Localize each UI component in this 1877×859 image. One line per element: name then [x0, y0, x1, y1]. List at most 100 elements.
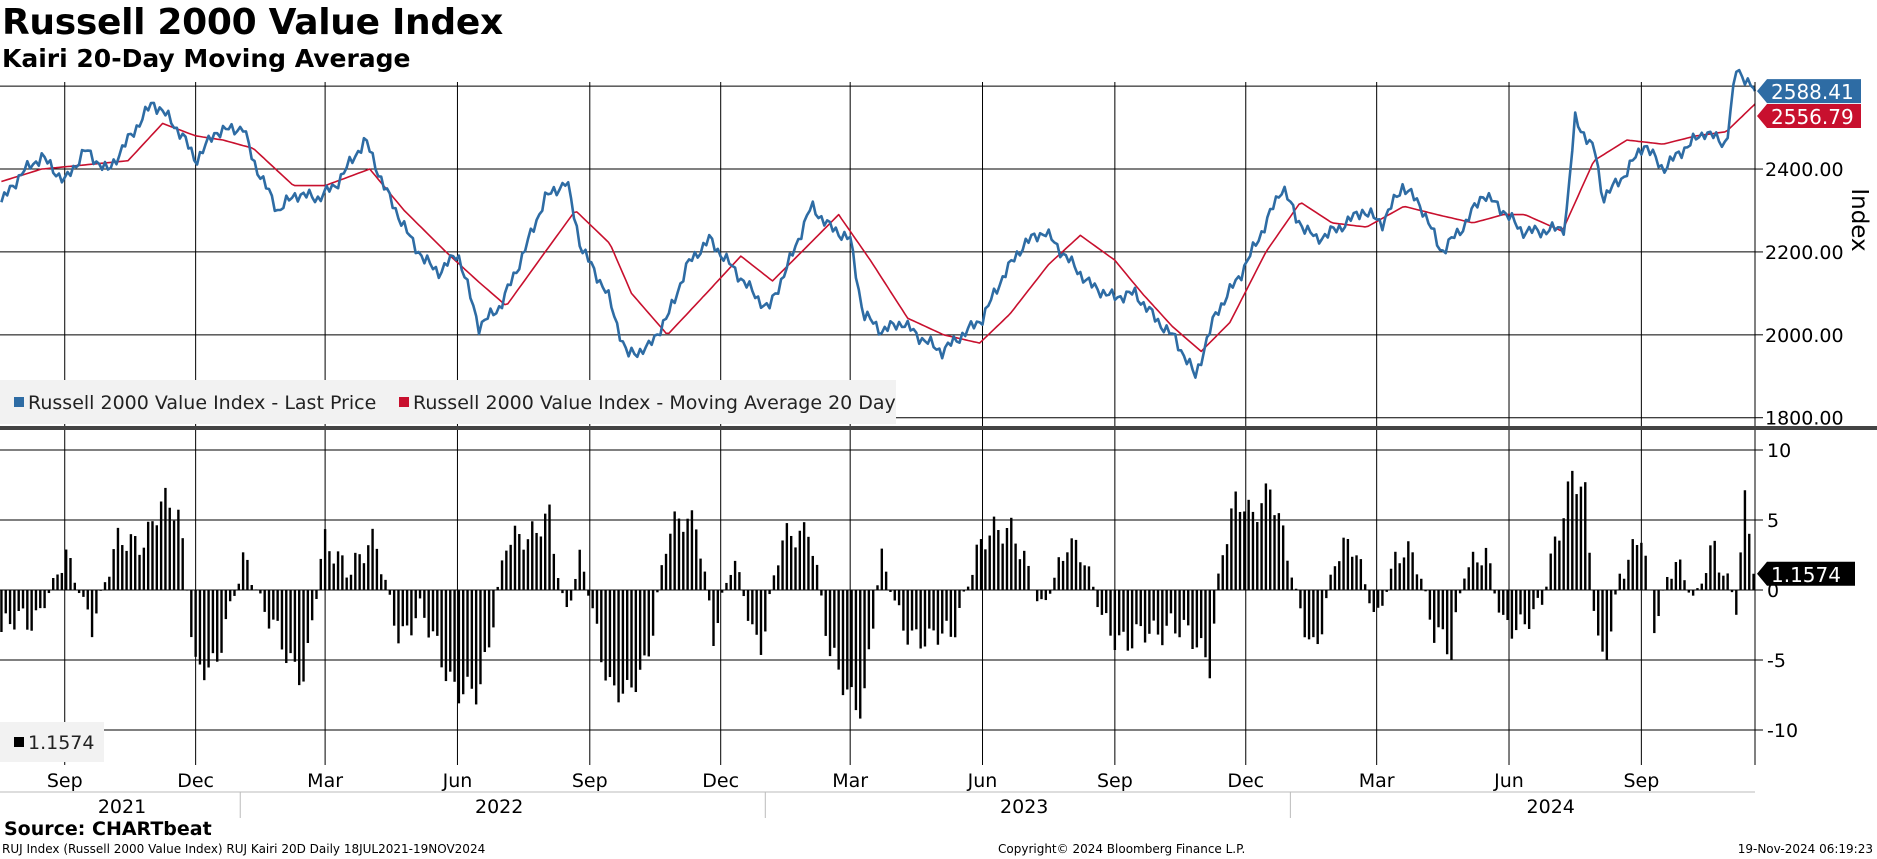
kairi-bar	[380, 574, 383, 590]
kairi-bar	[1661, 590, 1665, 591]
kairi-bar	[945, 590, 948, 621]
ma-last-label-group: 2556.79	[1757, 103, 1861, 129]
kairi-bar	[358, 554, 361, 590]
kairi-bar	[755, 590, 758, 635]
kairi-bar	[1627, 559, 1630, 590]
kairi-bar	[1122, 590, 1125, 632]
kairi-bar	[764, 590, 767, 632]
kairi-bar	[4, 590, 7, 614]
kairi-bar	[336, 551, 340, 590]
kairi-bar	[1497, 590, 1501, 613]
kairi-bar	[224, 590, 228, 620]
kairi-bar	[323, 529, 327, 590]
year-label: 2022	[475, 796, 523, 818]
kairi-bar	[932, 590, 935, 631]
kairi-bar	[582, 571, 586, 590]
kairi-bar	[1299, 590, 1302, 609]
kairi-bar	[518, 534, 521, 590]
kairi-bar	[992, 516, 996, 590]
kairi-bar	[1221, 555, 1224, 590]
kairi-bar	[241, 552, 245, 590]
kairi-bar	[1040, 590, 1043, 600]
kairi-bar	[1644, 555, 1647, 590]
kairi-bar	[1735, 590, 1738, 615]
kairi-bar	[64, 549, 68, 590]
kairi-bar	[1117, 590, 1121, 636]
kairi-bar	[1743, 490, 1747, 590]
kairi-bar	[1174, 590, 1177, 634]
kairi-bar	[1674, 562, 1678, 590]
kairi-bar	[1571, 470, 1574, 590]
kairi-bar	[0, 590, 3, 632]
month-tick-label: Mar	[832, 770, 868, 792]
kairi-bar	[190, 590, 193, 638]
kairi-bar	[962, 590, 966, 592]
kairi-bar	[1506, 590, 1509, 621]
kairi-bar	[863, 590, 866, 689]
footer-description: RUJ Index (Russell 2000 Value Index) RUJ…	[2, 842, 486, 856]
kairi-bar	[1510, 590, 1514, 639]
kairi-bar	[1169, 590, 1173, 614]
kairi-bar	[1562, 518, 1565, 590]
month-tick-label: Jun	[967, 770, 998, 792]
legend-swatch-price	[14, 397, 24, 407]
kairi-bar	[690, 510, 694, 590]
kairi-bar	[285, 590, 288, 664]
kairi-bar	[686, 518, 689, 590]
kairi-bar	[1269, 489, 1272, 590]
kairi-bar	[457, 590, 461, 704]
kairi-bar	[638, 590, 642, 670]
kairi-bar	[1113, 590, 1117, 651]
kairi-bar	[617, 590, 620, 703]
kairi-bar	[1212, 590, 1216, 624]
kairi-bar	[1670, 578, 1673, 590]
kairi-bar	[1342, 537, 1345, 590]
kairi-bar	[306, 590, 310, 643]
kairi-bar	[8, 590, 12, 625]
kairi-bar	[1018, 559, 1022, 590]
kairi-bar	[837, 590, 840, 670]
kairi-bar	[233, 590, 236, 596]
kairi-bar	[958, 590, 961, 608]
kairi-bar	[332, 563, 335, 590]
kairi-bar	[1139, 590, 1142, 627]
kairi-bar	[401, 590, 404, 627]
kairi-bar	[841, 590, 845, 696]
kairi-bar	[1290, 577, 1293, 590]
kairi-bar	[604, 590, 607, 681]
kairi-bar	[1152, 590, 1155, 621]
kairi-bar	[1527, 590, 1531, 629]
kairi-bar	[13, 590, 16, 630]
kairi-bar	[466, 590, 469, 677]
month-tick-label: Sep	[1097, 770, 1133, 792]
kairi-bar	[414, 590, 417, 619]
kairi-bar	[660, 565, 663, 590]
kairi-bar	[1187, 590, 1190, 626]
kairi-bar	[397, 590, 400, 644]
kairi-bar	[1433, 590, 1436, 643]
kairi-bar	[1536, 590, 1539, 598]
kairi-bar	[1035, 590, 1039, 602]
kairi-bar	[1752, 573, 1755, 590]
price-lines	[0, 68, 1757, 379]
kairi-bar	[77, 590, 81, 594]
kairi-bar	[1635, 545, 1639, 590]
month-tick-label: Jun	[1493, 770, 1524, 792]
kairi-bar	[47, 590, 51, 594]
kairi-bar	[785, 523, 789, 590]
price-legend: Russell 2000 Value Index - Last Price Rus…	[0, 380, 896, 424]
kairi-bar	[1001, 543, 1004, 590]
kairi-bar	[1027, 565, 1030, 590]
kairi-bar	[966, 586, 970, 590]
kairi-bar	[893, 590, 896, 601]
kairi-bar	[1730, 590, 1734, 593]
kairi-bar	[880, 548, 884, 590]
kairi-bar	[1519, 590, 1522, 615]
kairi-bar	[423, 590, 426, 618]
kairi-bar	[228, 590, 232, 602]
kairi-bar	[203, 590, 206, 681]
kairi-bar	[1247, 499, 1250, 590]
kairi-bar	[1256, 522, 1259, 590]
kairi-bar	[1700, 583, 1703, 590]
kairi-bar	[988, 535, 991, 590]
